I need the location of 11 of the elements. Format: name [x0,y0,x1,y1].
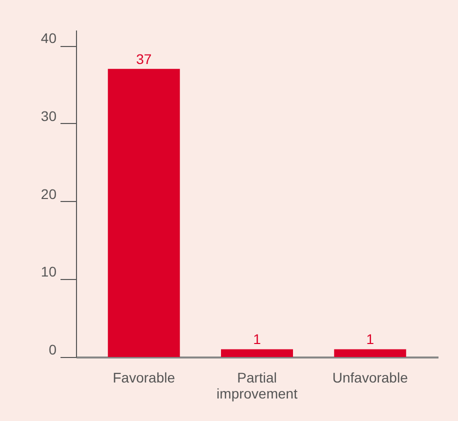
data-label: 37 [136,50,152,67]
y-tick-label: 20 [40,186,57,202]
x-tick-label: Unfavorable [332,370,408,386]
y-tick-label: 10 [40,264,57,280]
y-tick-label: 0 [48,342,57,358]
x-tick-label: Favorable [112,370,176,386]
data-label: 1 [253,331,262,348]
data-label: 1 [366,331,374,348]
x-tick-label: Partial improvement [216,370,298,402]
y-tick-label: 30 [40,108,57,124]
y-tick-label: 40 [40,30,57,46]
